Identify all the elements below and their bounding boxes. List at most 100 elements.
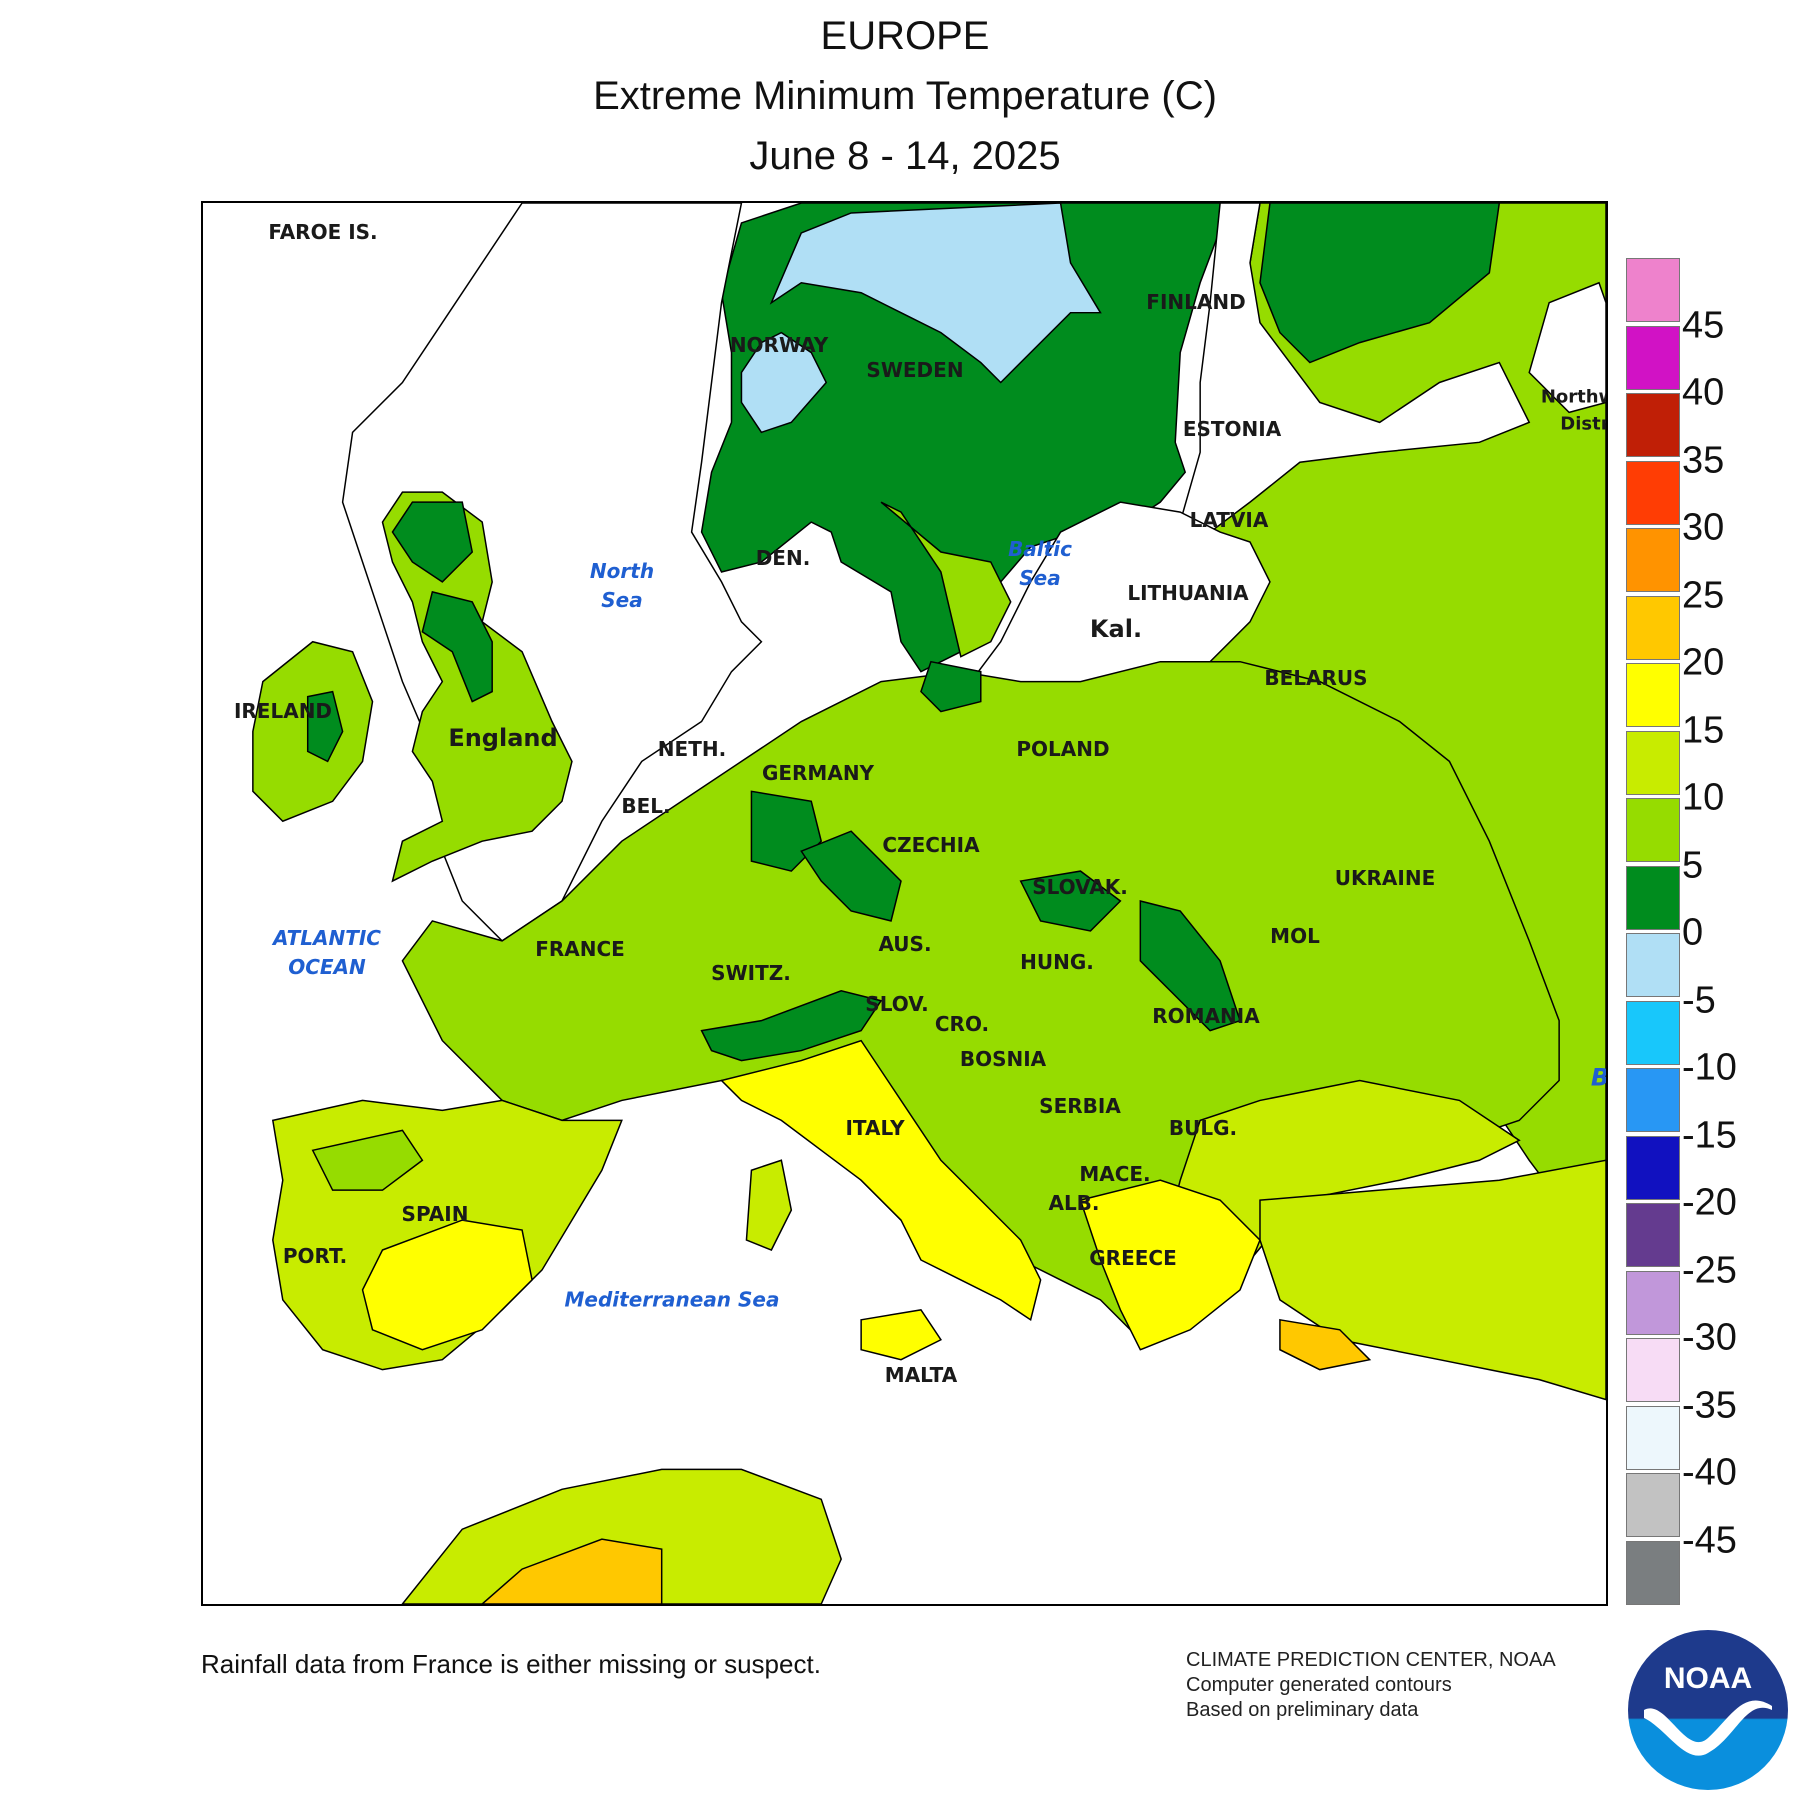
- label-north-sea: North Sea: [589, 559, 655, 612]
- label-slovenia: SLOV.: [865, 992, 929, 1016]
- legend-swatch: [1626, 528, 1680, 592]
- region-gulf-white: [1179, 203, 1531, 533]
- credits: CLIMATE PREDICTION CENTER, NOAA Computer…: [1186, 1648, 1606, 1723]
- label-northwest: Northw: [1540, 386, 1608, 408]
- legend-tick-label: 0: [1682, 911, 1704, 954]
- region-north-england-cool: [421, 590, 493, 703]
- label-belgium: BEL.: [621, 794, 671, 818]
- credit-basis: Based on preliminary data: [1186, 1699, 1419, 1721]
- label-malta: MALTA: [884, 1363, 958, 1387]
- legend-tick-label: -10: [1682, 1046, 1737, 1089]
- legend-swatch: [1626, 1473, 1680, 1537]
- legend-swatch: [1626, 730, 1680, 795]
- legend-swatch: [1626, 1270, 1680, 1335]
- label-france: FRANCE: [535, 937, 625, 961]
- legend-swatch: [1626, 1000, 1680, 1065]
- legend-swatch: [1626, 595, 1680, 660]
- legend-tick-label: -20: [1682, 1181, 1737, 1224]
- data-note: Rainfall data from France is either miss…: [201, 1649, 821, 1679]
- label-lithuania: LITHUANIA: [1127, 581, 1249, 605]
- label-bosnia: BOSNIA: [959, 1047, 1047, 1071]
- label-england: England: [448, 724, 558, 752]
- label-spain: SPAIN: [401, 1202, 469, 1226]
- label-poland: POLAND: [1016, 737, 1110, 761]
- legend-tick-label: 45: [1682, 304, 1725, 346]
- label-italy: ITALY: [845, 1116, 905, 1140]
- credit-org: CLIMATE PREDICTION CENTER, NOAA: [1186, 1649, 1556, 1671]
- legend-swatch: [1626, 1135, 1680, 1200]
- temperature-map: [252, 203, 1606, 1604]
- legend-tick-label: 40: [1682, 371, 1725, 414]
- legend-tick-label: -5: [1682, 979, 1716, 1021]
- label-netherlands: NETH.: [657, 737, 727, 761]
- region-sardinia: [745, 1159, 793, 1251]
- color-legend: 45 40 35 30 25 20 15 10 5 0 -5 -10 -15 -20 -25 -30 -35 -4…: [1626, 258, 1756, 1608]
- region-scotland-cool: [391, 501, 474, 583]
- region-iberia-warm: [361, 1219, 533, 1351]
- legend-tick-label: -40: [1682, 1451, 1737, 1494]
- legend-swatch: [1626, 865, 1680, 930]
- label-finland: FINLAND: [1146, 290, 1246, 314]
- region-poland-cool: [920, 660, 982, 713]
- label-bulgaria: BULG.: [1168, 1116, 1238, 1140]
- region-sicily: [860, 1309, 942, 1361]
- label-kaliningrad: Kal.: [1089, 615, 1143, 643]
- label-black-sea: B: [1590, 1063, 1608, 1092]
- legend-tick-label: 30: [1682, 506, 1725, 549]
- credit-method: Computer generated contours: [1186, 1674, 1452, 1696]
- label-hungary: HUNG.: [1020, 950, 1094, 974]
- legend-swatch: [1626, 393, 1680, 457]
- label-austria: AUS.: [878, 932, 932, 956]
- label-switzerland: SWITZ.: [711, 961, 791, 985]
- legend-tick-label: 25: [1682, 574, 1725, 616]
- region-white-sea: [1528, 281, 1606, 414]
- label-mediterranean-sea: Mediterranean Sea: [564, 1287, 780, 1312]
- map-variable-title: Extreme Minimum Temperature (C): [593, 74, 1217, 118]
- label-germany: GERMANY: [761, 761, 875, 785]
- legend-tick-label: 15: [1682, 709, 1725, 751]
- label-portugal: PORT.: [282, 1244, 348, 1268]
- label-macedonia: MACE.: [1079, 1162, 1151, 1186]
- region-ireland-cool: [306, 690, 344, 763]
- label-ireland: IRELAND: [233, 699, 333, 723]
- label-slovakia: SLOVAK.: [1032, 875, 1128, 899]
- legend-tick-label: 10: [1682, 776, 1725, 819]
- region-finland-cool: [1259, 203, 1501, 364]
- region-germany-cool-2: [800, 830, 902, 922]
- region-north-africa: [401, 1468, 842, 1604]
- label-serbia: SERBIA: [1039, 1094, 1121, 1118]
- region-norway-cold-2: [740, 331, 828, 434]
- label-denmark: DEN.: [755, 546, 811, 570]
- label-baltic-sea: Baltic Sea: [1008, 537, 1072, 590]
- label-norway: NORWAY: [729, 333, 829, 357]
- label-estonia: ESTONIA: [1182, 417, 1282, 441]
- legend-swatch: [1626, 1068, 1680, 1132]
- label-atlantic-ocean: ATLANTIC OCEAN: [273, 926, 381, 979]
- noaa-logo-icon: NOAA: [1628, 1630, 1788, 1790]
- label-district: Distri: [1560, 413, 1606, 435]
- region-sweden-south-light: [880, 501, 1012, 658]
- legend-swatch: [1626, 460, 1680, 525]
- legend-swatch: [1626, 1540, 1680, 1605]
- legend-swatch: [1626, 325, 1680, 390]
- label-croatia: CRO.: [934, 1012, 990, 1036]
- label-belarus: BELARUS: [1264, 666, 1368, 690]
- legend-tick-label: -25: [1682, 1249, 1737, 1291]
- region-carpathians-cool: [1139, 900, 1241, 1032]
- legend-tick-label: -35: [1682, 1384, 1737, 1426]
- legend-swatch: [1626, 258, 1680, 322]
- region-north-africa-warm: [481, 1538, 663, 1604]
- region-alps-cool: [700, 989, 883, 1062]
- label-greece: GREECE: [1089, 1246, 1177, 1270]
- map-region-title: EUROPE: [820, 14, 990, 58]
- legend-tick-label: 5: [1682, 844, 1704, 886]
- region-turkey-warm: [1279, 1318, 1372, 1371]
- label-sweden: SWEDEN: [866, 358, 964, 382]
- legend-swatch: [1626, 663, 1680, 727]
- region-slovakia-cool: [1019, 870, 1122, 932]
- map-period-title: June 8 - 14, 2025: [749, 134, 1061, 178]
- legend-tick-label: -45: [1682, 1519, 1737, 1561]
- region-italy: [720, 1039, 1042, 1322]
- region-greece: [1079, 1179, 1261, 1351]
- label-moldova: MOL: [1270, 924, 1320, 948]
